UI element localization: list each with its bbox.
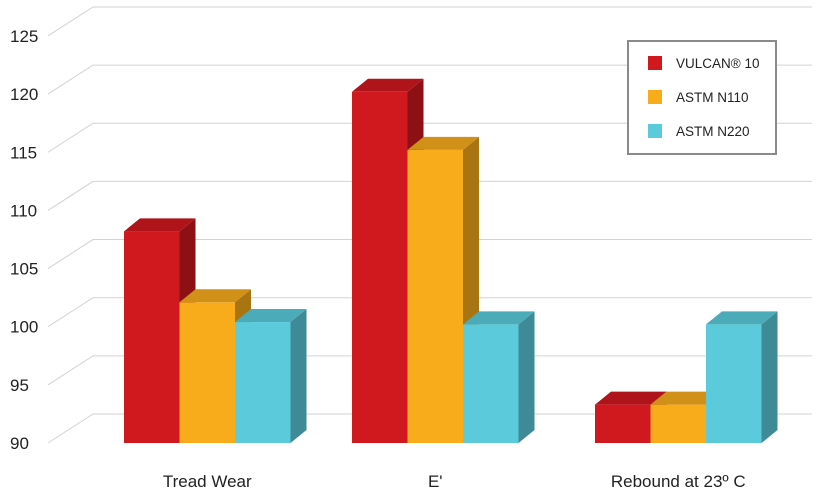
legend: VULCAN® 10 ASTM N110 ASTM N220: [627, 40, 777, 155]
bar-top-face: [595, 391, 667, 405]
bar-front-face: [235, 322, 291, 443]
legend-swatch: [648, 56, 662, 70]
bar-top-face: [235, 309, 307, 323]
gridline: [47, 64, 812, 95]
y-tick-label: 115: [10, 143, 37, 162]
gridline: [47, 239, 812, 269]
bar: [706, 311, 778, 443]
y-tick-label: 90: [10, 434, 29, 453]
bars: [124, 78, 778, 444]
bar: [463, 311, 535, 443]
gridline: [47, 413, 812, 444]
bar-side-face: [518, 311, 535, 443]
bar-front-face: [595, 404, 651, 443]
bar-top-face: [352, 78, 424, 92]
gridlines: [47, 6, 812, 444]
bar-front-face: [706, 324, 762, 443]
bar-top-face: [124, 218, 196, 232]
bar-front-face: [124, 231, 180, 443]
bar-front-face: [352, 91, 408, 444]
y-tick-label: 120: [10, 85, 38, 104]
gridline: [47, 355, 812, 386]
bar-top-face: [650, 391, 722, 405]
legend-swatch: [648, 124, 662, 138]
legend-label: ASTM N220: [676, 124, 750, 139]
bar-top-face: [179, 289, 251, 303]
y-tick-label: 105: [10, 260, 38, 279]
y-tick-label: 125: [10, 27, 38, 46]
bar-front-face: [650, 404, 706, 443]
gridline: [47, 180, 812, 211]
y-axis-tick-labels: 90 95 100 105 110 115 120 125: [10, 27, 38, 453]
x-axis-category-labels: Tread Wear E' Rebound at 23º C: [163, 472, 746, 489]
y-tick-label: 110: [10, 201, 37, 220]
bar-front-face: [407, 149, 463, 443]
bar-side-face: [761, 311, 778, 443]
gridline: [47, 6, 812, 37]
bar-front-face: [179, 302, 235, 443]
bar-top-face: [407, 136, 479, 150]
category-label: Tread Wear: [163, 472, 252, 489]
bar-side-face: [290, 309, 307, 443]
category-label: E': [428, 472, 443, 489]
y-tick-label: 95: [10, 376, 29, 395]
gridline: [47, 122, 812, 153]
bar: [235, 309, 307, 443]
category-label: Rebound at 23º C: [611, 472, 746, 489]
legend-swatch: [648, 90, 662, 104]
bar-top-face: [706, 311, 778, 325]
legend-label: ASTM N110: [676, 90, 749, 105]
gridline: [47, 297, 812, 328]
bar-top-face: [463, 311, 535, 325]
y-tick-label: 100: [10, 318, 38, 337]
legend-label: VULCAN® 10: [676, 56, 759, 71]
bar-front-face: [463, 324, 519, 443]
bar: [124, 218, 196, 443]
